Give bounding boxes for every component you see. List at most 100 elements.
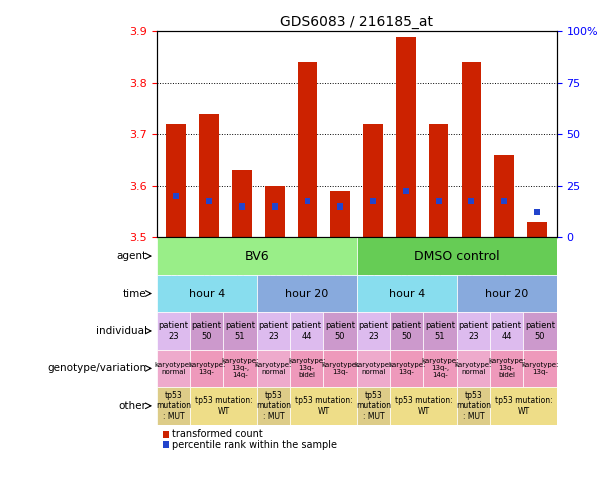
- Text: karyotype:
13q-,
14q-: karyotype: 13q-, 14q-: [421, 358, 459, 378]
- Bar: [403, 188, 409, 194]
- FancyBboxPatch shape: [524, 350, 557, 387]
- Bar: [330, 191, 350, 237]
- FancyBboxPatch shape: [223, 350, 257, 387]
- Bar: [206, 198, 212, 204]
- Bar: [364, 124, 383, 237]
- Text: DMSO control: DMSO control: [414, 250, 500, 263]
- FancyBboxPatch shape: [490, 350, 524, 387]
- Text: patient
44: patient 44: [292, 321, 322, 341]
- FancyBboxPatch shape: [157, 350, 190, 387]
- Text: agent: agent: [116, 251, 147, 261]
- Text: karyotype:
normal: karyotype: normal: [154, 362, 192, 375]
- Text: patient
23: patient 23: [258, 321, 288, 341]
- FancyBboxPatch shape: [257, 275, 357, 312]
- Text: hour 20: hour 20: [485, 288, 528, 298]
- Text: karyotype:
13q-
bidel: karyotype: 13q- bidel: [488, 358, 525, 378]
- FancyBboxPatch shape: [190, 350, 223, 387]
- Text: tp53
mutation
: MUT: tp53 mutation : MUT: [456, 391, 491, 421]
- Bar: [163, 441, 169, 448]
- Bar: [436, 198, 441, 204]
- FancyBboxPatch shape: [357, 237, 557, 275]
- Bar: [370, 198, 376, 204]
- FancyBboxPatch shape: [357, 350, 390, 387]
- Text: karyotype:
normal: karyotype: normal: [455, 362, 492, 375]
- FancyBboxPatch shape: [157, 312, 190, 350]
- Text: BV6: BV6: [245, 250, 269, 263]
- FancyBboxPatch shape: [157, 275, 257, 312]
- FancyBboxPatch shape: [457, 312, 490, 350]
- FancyBboxPatch shape: [257, 350, 290, 387]
- Text: karyotype:
13q-: karyotype: 13q-: [188, 362, 226, 375]
- Text: other: other: [119, 401, 147, 411]
- FancyBboxPatch shape: [323, 350, 357, 387]
- Bar: [468, 198, 474, 204]
- Text: patient
50: patient 50: [392, 321, 422, 341]
- Text: time: time: [123, 288, 147, 298]
- FancyBboxPatch shape: [357, 387, 390, 425]
- FancyBboxPatch shape: [357, 275, 457, 312]
- FancyBboxPatch shape: [157, 387, 190, 425]
- Text: tp53 mutation:
WT: tp53 mutation: WT: [294, 396, 352, 415]
- FancyBboxPatch shape: [290, 350, 323, 387]
- Text: patient
51: patient 51: [225, 321, 255, 341]
- Text: tp53
mutation
: MUT: tp53 mutation : MUT: [156, 391, 191, 421]
- FancyBboxPatch shape: [257, 387, 290, 425]
- Text: tp53
mutation
: MUT: tp53 mutation : MUT: [256, 391, 291, 421]
- FancyBboxPatch shape: [190, 312, 223, 350]
- FancyBboxPatch shape: [223, 312, 257, 350]
- FancyBboxPatch shape: [323, 312, 357, 350]
- FancyBboxPatch shape: [457, 387, 490, 425]
- Text: tp53
mutation
: MUT: tp53 mutation : MUT: [356, 391, 391, 421]
- Text: tp53 mutation:
WT: tp53 mutation: WT: [194, 396, 252, 415]
- Text: karyotype:
13q-,
14q-: karyotype: 13q-, 14q-: [221, 358, 259, 378]
- Bar: [298, 62, 318, 237]
- FancyBboxPatch shape: [390, 387, 457, 425]
- Bar: [173, 193, 179, 199]
- Text: karyotype:
13q-: karyotype: 13q-: [321, 362, 359, 375]
- FancyBboxPatch shape: [390, 350, 424, 387]
- FancyBboxPatch shape: [424, 312, 457, 350]
- FancyBboxPatch shape: [490, 312, 524, 350]
- Bar: [462, 62, 481, 237]
- Bar: [272, 203, 278, 210]
- FancyBboxPatch shape: [290, 312, 323, 350]
- Text: tp53 mutation:
WT: tp53 mutation: WT: [395, 396, 452, 415]
- Bar: [239, 203, 245, 210]
- Bar: [396, 37, 416, 237]
- Text: karyotype:
13q-: karyotype: 13q-: [521, 362, 558, 375]
- Text: karyotype:
normal: karyotype: normal: [355, 362, 392, 375]
- Text: karyotype:
normal: karyotype: normal: [254, 362, 292, 375]
- Text: individual: individual: [96, 326, 147, 336]
- Text: hour 4: hour 4: [389, 288, 425, 298]
- Text: transformed count: transformed count: [172, 429, 262, 439]
- Bar: [167, 124, 186, 237]
- Text: patient
44: patient 44: [492, 321, 522, 341]
- Bar: [428, 124, 449, 237]
- Text: patient
23: patient 23: [359, 321, 388, 341]
- FancyBboxPatch shape: [290, 387, 357, 425]
- Bar: [163, 431, 169, 438]
- Text: karyotype:
13q-
bidel: karyotype: 13q- bidel: [288, 358, 326, 378]
- Text: patient
51: patient 51: [425, 321, 455, 341]
- Text: percentile rank within the sample: percentile rank within the sample: [172, 440, 337, 450]
- Text: patient
50: patient 50: [325, 321, 355, 341]
- FancyBboxPatch shape: [490, 387, 557, 425]
- FancyBboxPatch shape: [357, 312, 390, 350]
- Text: patient
23: patient 23: [158, 321, 188, 341]
- Title: GDS6083 / 216185_at: GDS6083 / 216185_at: [280, 15, 433, 29]
- Bar: [305, 198, 310, 204]
- FancyBboxPatch shape: [457, 275, 557, 312]
- Text: patient
50: patient 50: [525, 321, 555, 341]
- Bar: [494, 155, 514, 237]
- Bar: [337, 203, 343, 210]
- Bar: [534, 209, 540, 214]
- FancyBboxPatch shape: [424, 350, 457, 387]
- FancyBboxPatch shape: [457, 350, 490, 387]
- Text: tp53 mutation:
WT: tp53 mutation: WT: [495, 396, 552, 415]
- Bar: [199, 114, 219, 237]
- Bar: [501, 198, 507, 204]
- Text: hour 20: hour 20: [285, 288, 329, 298]
- Bar: [527, 222, 547, 237]
- FancyBboxPatch shape: [390, 312, 424, 350]
- FancyBboxPatch shape: [257, 312, 290, 350]
